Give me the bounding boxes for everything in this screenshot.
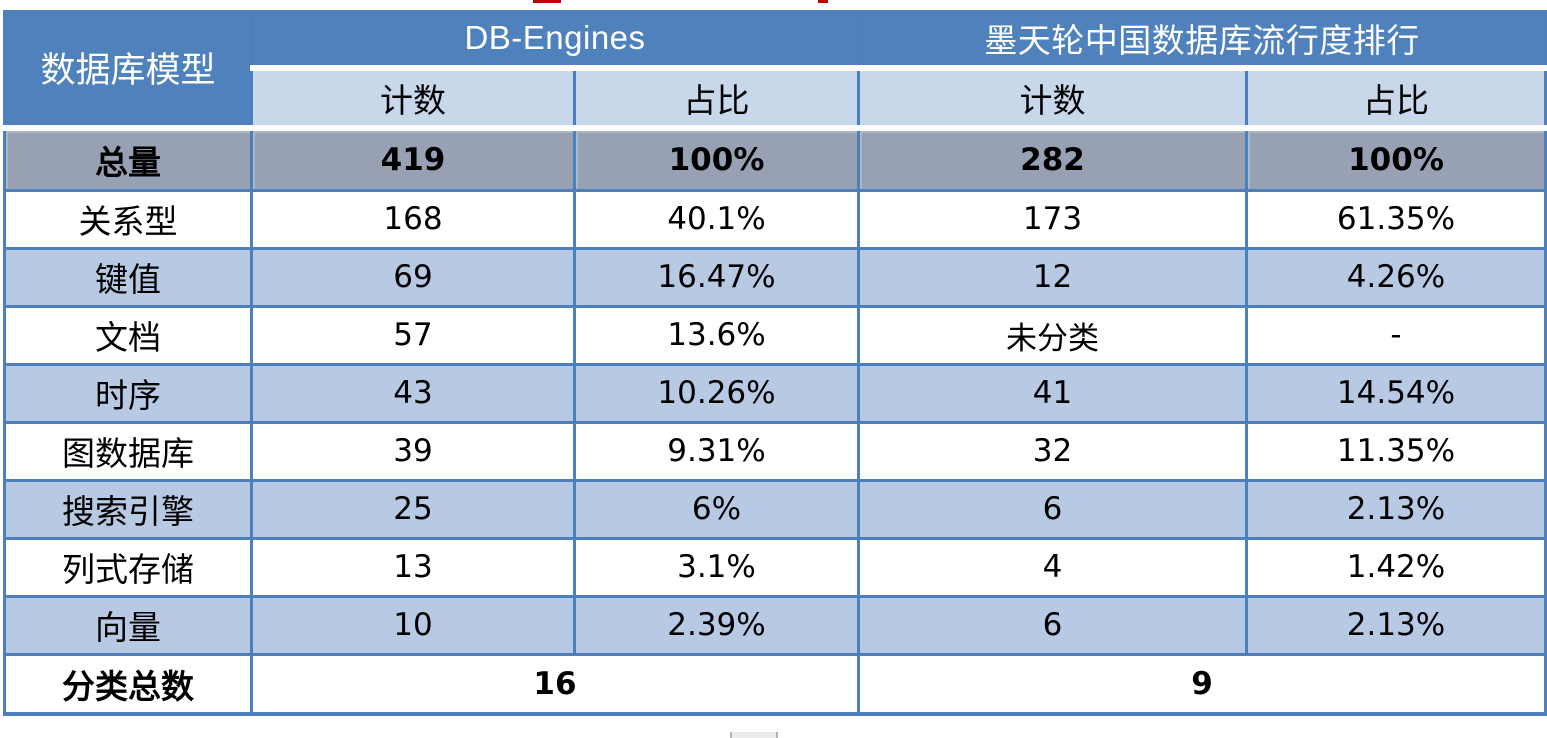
cropped-scrollbar-fragment (730, 732, 778, 738)
cell-value: 43 (250, 362, 576, 424)
table-row: 向量 10 2.39% 6 2.13% (3, 594, 1547, 656)
cell-value: 10.26% (573, 362, 860, 424)
cell-value: 69 (250, 246, 576, 308)
cell-value: 6% (573, 478, 860, 540)
group-header-row: 数据库模型 DB-Engines 墨天轮中国数据库流行度排行 (3, 10, 1547, 130)
corner-header-cell: 数据库模型 (3, 10, 253, 130)
table-row-total: 总量 419 100% 282 100% (3, 125, 1547, 192)
cell-value: 61.35% (1245, 188, 1547, 250)
row-label: 键值 (3, 246, 253, 308)
cell-value: 57 (250, 304, 576, 366)
cropped-red-text-fragment (818, 0, 828, 3)
cell-value: - (1245, 304, 1547, 366)
sub-header-share-db-engines: 占比 (573, 65, 860, 130)
cell-value: 4.26% (1245, 246, 1547, 308)
sub-header-share-modb: 占比 (1245, 65, 1547, 130)
row-label: 分类总数 (3, 652, 253, 716)
cell-value: 2.39% (573, 594, 860, 656)
cell-value: 419 (250, 125, 576, 192)
row-label: 总量 (3, 125, 253, 192)
table-row: 关系型 168 40.1% 173 61.35% (3, 188, 1547, 250)
cropped-red-text-fragment (533, 0, 561, 3)
cell-value-modb-category-count: 9 (857, 652, 1547, 716)
cell-value: 9.31% (573, 420, 860, 482)
group-header-db-engines: DB-Engines (250, 10, 860, 70)
cell-value: 14.54% (1245, 362, 1547, 424)
cell-value-db-engines-category-count: 16 (250, 652, 860, 716)
sub-header-count-modb: 计数 (857, 65, 1248, 130)
cell-value: 12 (857, 246, 1248, 308)
row-label: 列式存储 (3, 536, 253, 598)
row-label: 文档 (3, 304, 253, 366)
cell-value: 16.47% (573, 246, 860, 308)
table-row: 键值 69 16.47% 12 4.26% (3, 246, 1547, 308)
row-label: 时序 (3, 362, 253, 424)
cell-value: 11.35% (1245, 420, 1547, 482)
cell-value: 100% (1245, 125, 1547, 192)
database-model-comparison-table: 数据库模型 DB-Engines 墨天轮中国数据库流行度排行 计数 占比 计数 … (3, 10, 1547, 716)
cell-value: 282 (857, 125, 1248, 192)
cell-value: 32 (857, 420, 1248, 482)
sub-header-row: 计数 占比 计数 占比 (5, 65, 1547, 130)
row-label: 向量 (3, 594, 253, 656)
cell-value: 2.13% (1245, 478, 1547, 540)
row-label: 图数据库 (3, 420, 253, 482)
cell-value: 1.42% (1245, 536, 1547, 598)
cell-value: 100% (573, 125, 860, 192)
table-row-category-count: 分类总数 16 9 (3, 652, 1547, 716)
table-row: 搜索引擎 25 6% 6 2.13% (3, 478, 1547, 540)
cell-value: 13.6% (573, 304, 860, 366)
cell-value: 168 (250, 188, 576, 250)
cell-value: 6 (857, 478, 1248, 540)
cell-value: 4 (857, 536, 1248, 598)
table-row: 文档 57 13.6% 未分类 - (3, 304, 1547, 366)
cell-value: 3.1% (573, 536, 860, 598)
row-label: 搜索引擎 (3, 478, 253, 540)
cell-value: 6 (857, 594, 1248, 656)
table-row: 列式存储 13 3.1% 4 1.42% (3, 536, 1547, 598)
cell-value: 40.1% (573, 188, 860, 250)
group-header-modb-ranking: 墨天轮中国数据库流行度排行 (857, 10, 1547, 70)
cell-value: 173 (857, 188, 1248, 250)
cell-value: 13 (250, 536, 576, 598)
cell-value: 未分类 (857, 304, 1248, 366)
cell-value: 2.13% (1245, 594, 1547, 656)
cell-value: 10 (250, 594, 576, 656)
table-row: 时序 43 10.26% 41 14.54% (3, 362, 1547, 424)
cell-value: 39 (250, 420, 576, 482)
sub-header-count-db-engines: 计数 (250, 65, 576, 130)
row-label: 关系型 (3, 188, 253, 250)
table-row: 图数据库 39 9.31% 32 11.35% (3, 420, 1547, 482)
cell-value: 41 (857, 362, 1248, 424)
cell-value: 25 (250, 478, 576, 540)
